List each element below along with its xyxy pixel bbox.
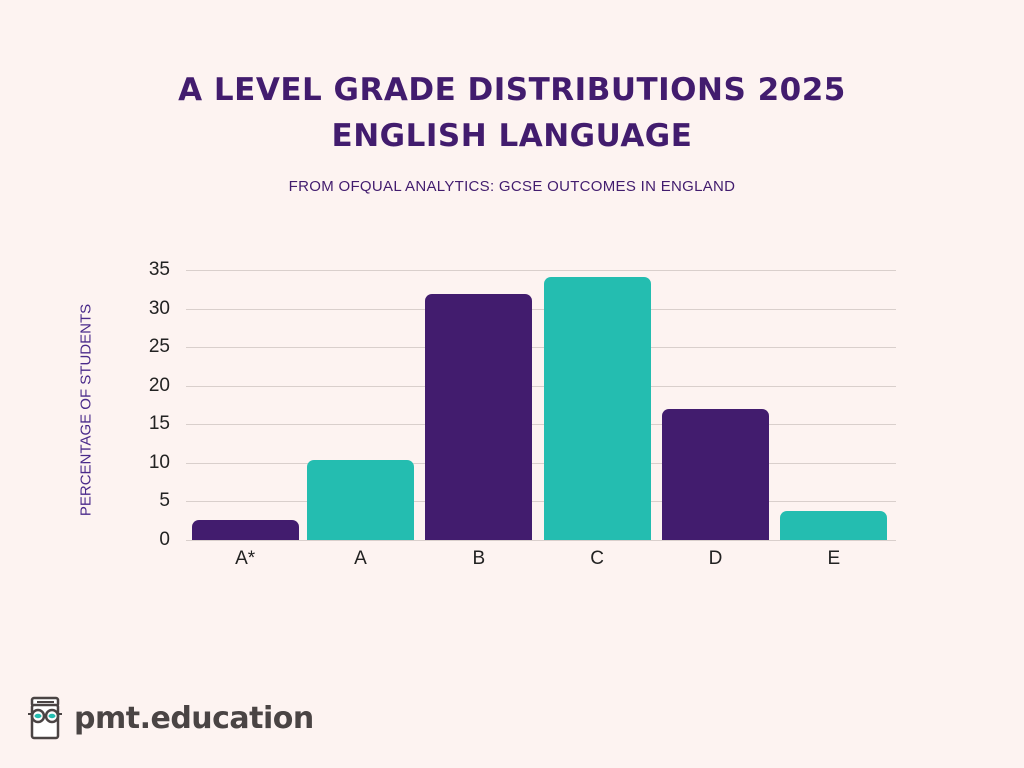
- gridline: [186, 501, 896, 503]
- bar-a-star: [191, 519, 299, 540]
- y-tick-label: 25: [148, 336, 170, 358]
- plot-area: [186, 270, 896, 541]
- gridline: [186, 424, 896, 426]
- book-with-glasses-icon: [28, 696, 62, 740]
- x-tick-label: E: [827, 548, 841, 569]
- gridline: [186, 540, 896, 541]
- brand-logo: pmt.education: [26, 696, 314, 740]
- y-tick-label: 30: [148, 297, 170, 319]
- gridline: [186, 308, 896, 310]
- x-tick-label: D: [708, 548, 723, 569]
- chart-title-line1: A LEVEL GRADE DISTRIBUTIONS 2025: [178, 72, 846, 108]
- y-tick-label: 0: [159, 529, 170, 550]
- y-tick-label: 15: [148, 413, 170, 435]
- chart-title-line2: ENGLISH LANGUAGE: [331, 118, 693, 154]
- gridline: [186, 347, 896, 349]
- bar-d: [662, 408, 769, 540]
- x-tick-label: C: [590, 548, 605, 569]
- y-tick-label: 5: [159, 490, 170, 512]
- x-tick-label: B: [472, 548, 486, 569]
- chart-subtitle: FROM OFQUAL ANALYTICS: GCSE OUTCOMES IN …: [288, 178, 736, 195]
- bar-b: [425, 293, 533, 540]
- x-tick-label: A: [354, 548, 367, 569]
- bar-a: [307, 459, 414, 540]
- y-axis-label: PERCENTAGE OF STUDENTS: [77, 303, 95, 517]
- bar-e: [780, 510, 888, 540]
- gridline: [186, 462, 896, 464]
- y-tick-label: 35: [148, 259, 170, 280]
- bar-c: [543, 276, 651, 540]
- gridline: [186, 270, 896, 271]
- brand-name: pmt.education: [74, 700, 314, 736]
- gridline: [186, 385, 896, 387]
- y-tick-label: 10: [148, 451, 170, 473]
- x-tick-label: A*: [235, 548, 256, 569]
- y-tick-label: 20: [148, 374, 170, 396]
